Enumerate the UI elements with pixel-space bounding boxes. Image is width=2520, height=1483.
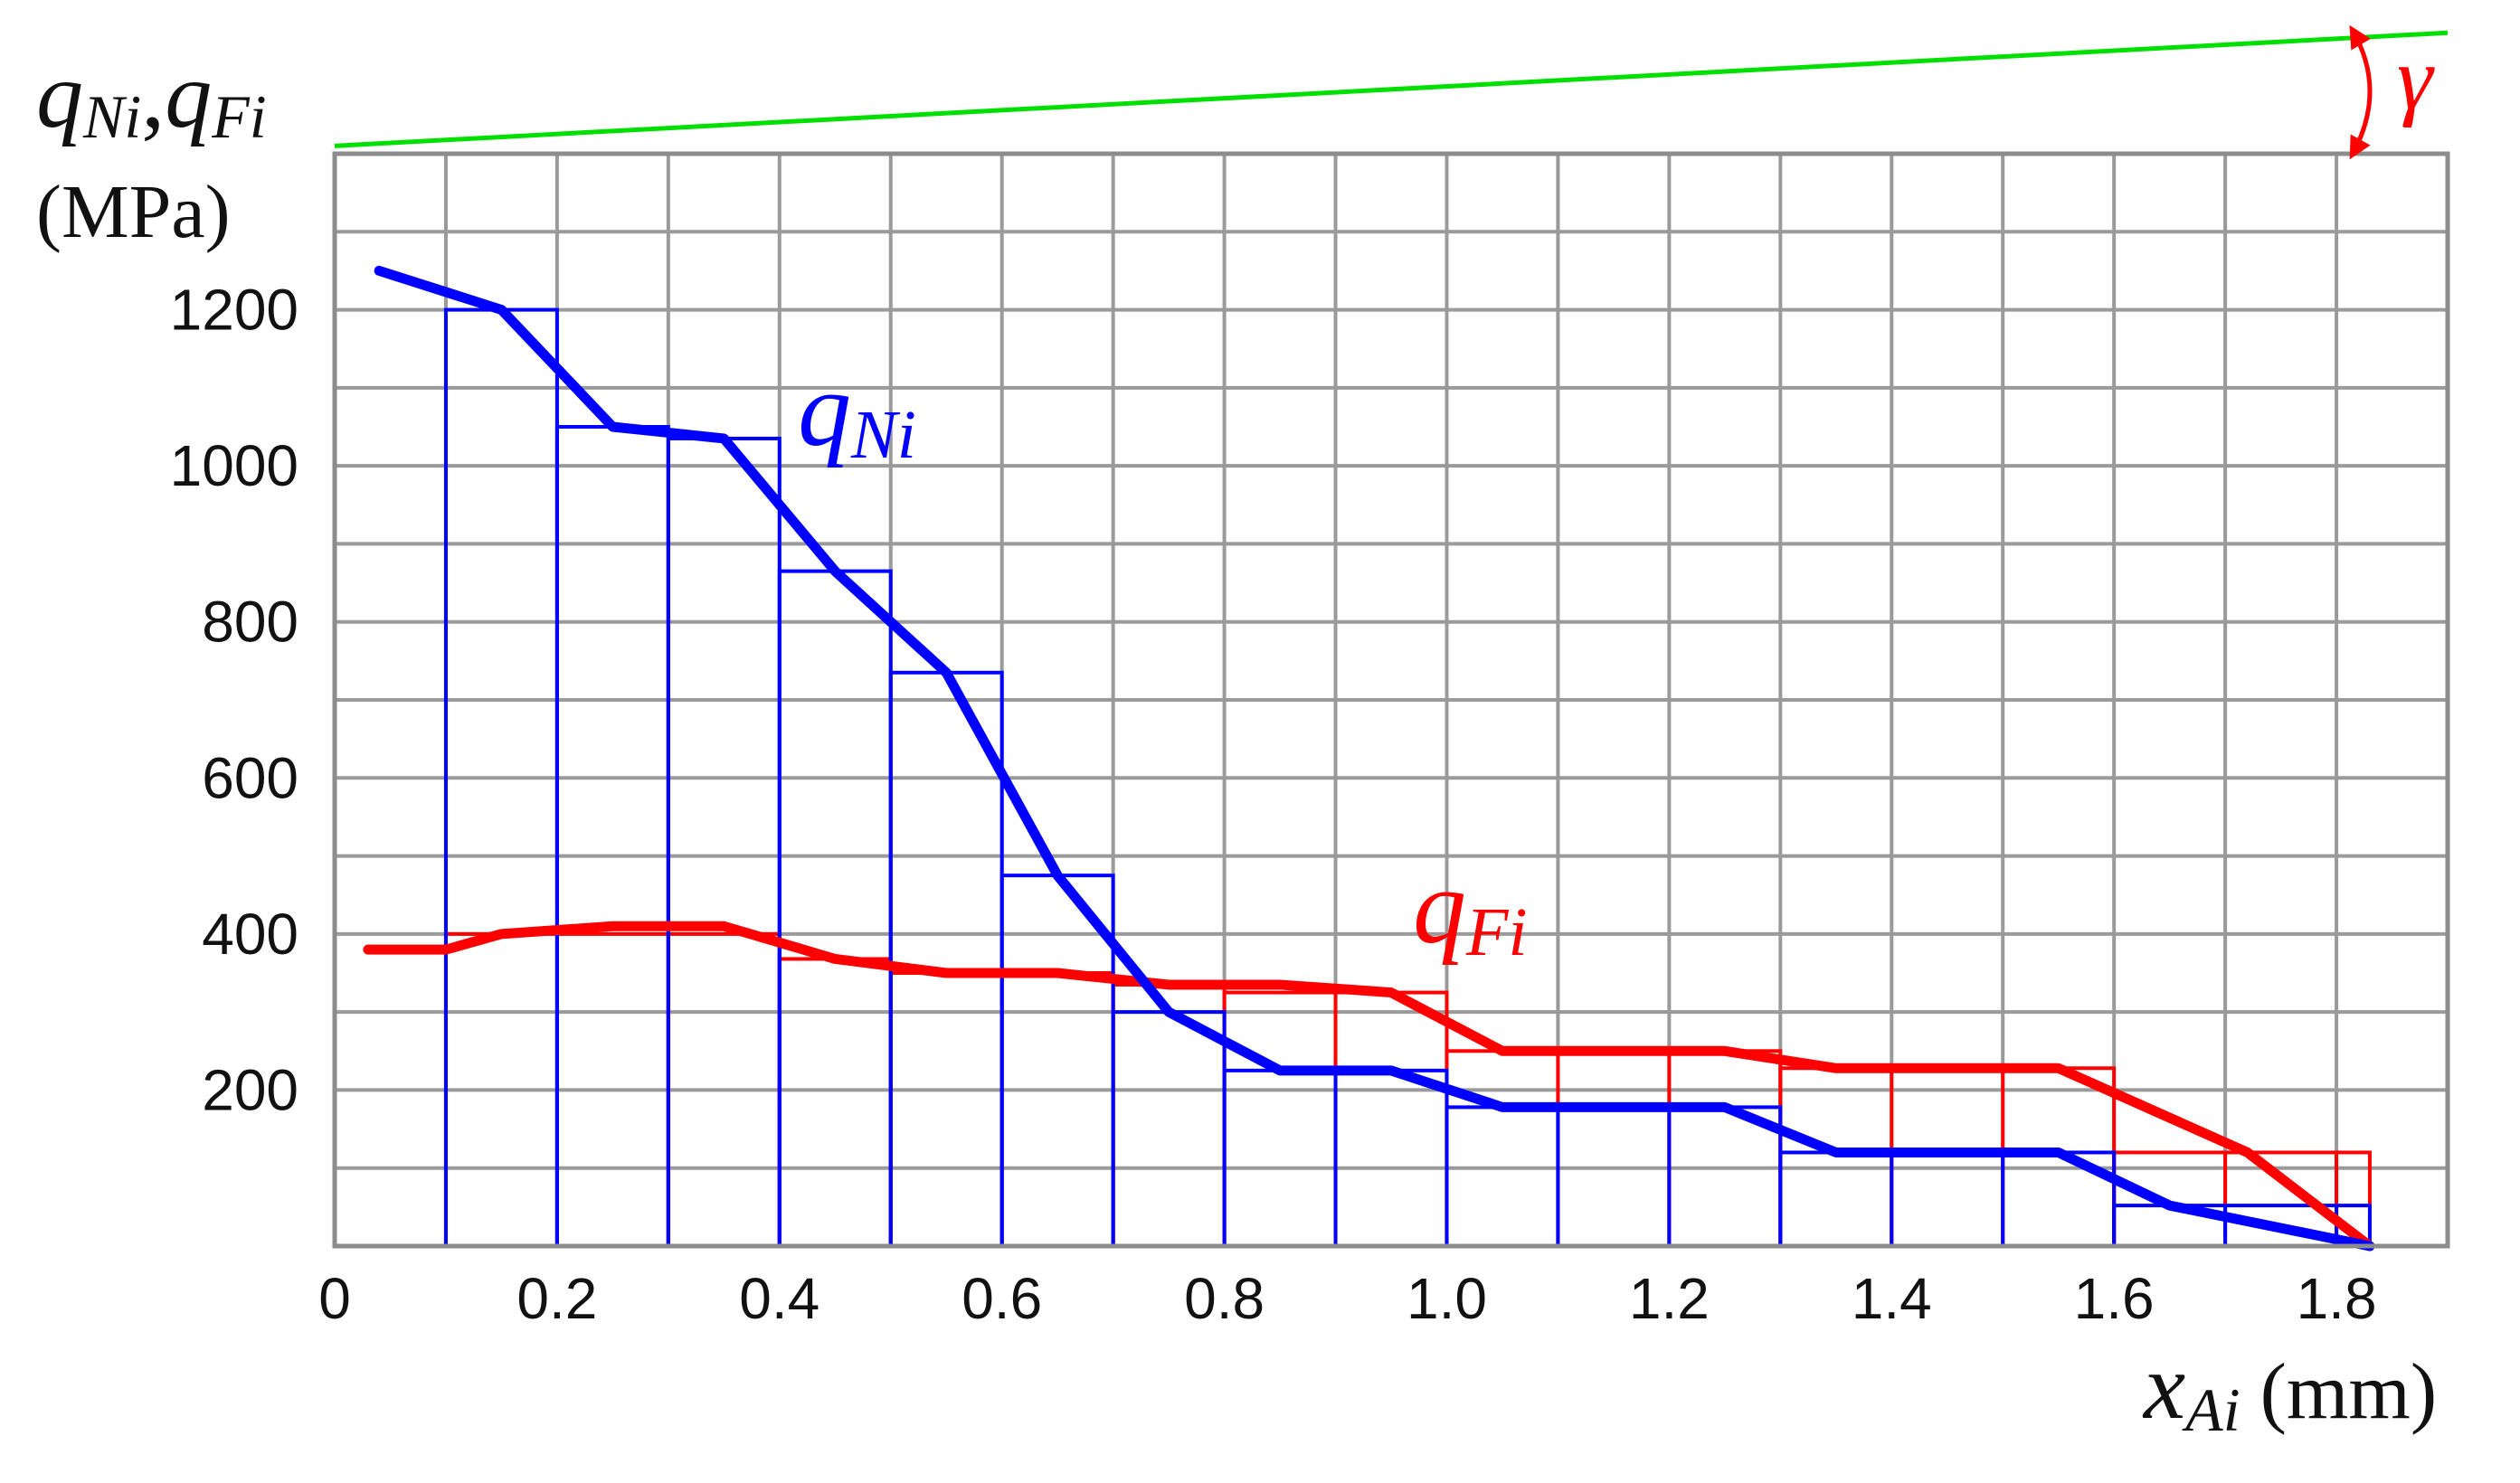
bin-qNi: [554, 425, 670, 1248]
x-tick-label: 0.6: [962, 1266, 1042, 1331]
x-tick-label: 0.4: [739, 1266, 819, 1331]
bin-qNi: [1111, 1010, 1227, 1248]
x-tick-label: 0.2: [516, 1266, 597, 1331]
y-tick-label: 600: [202, 745, 298, 810]
x-tick-label: 0.8: [1184, 1266, 1265, 1331]
bin-qFi: [1445, 1049, 1783, 1249]
series-label-qFi: qFi: [1413, 847, 1528, 970]
bin-qFi: [777, 957, 893, 1249]
x-axis-label: xAi (mm): [2142, 1335, 2437, 1444]
y-tick-label: 1000: [170, 433, 298, 498]
x-tick-label: 1.8: [2297, 1266, 2377, 1331]
grid: [335, 154, 2448, 1246]
gamma-arc: [2349, 24, 2373, 160]
plot-frame: [332, 151, 2450, 1249]
y-tick-label: 400: [202, 902, 298, 967]
series-line-qNi: [374, 265, 2375, 1252]
bin-qNi: [777, 569, 893, 1248]
bin-qNi: [1445, 1105, 1783, 1248]
y-axis-unit: (MPa): [36, 170, 231, 254]
bin-qFi: [1111, 982, 1227, 1248]
angle-annotation: [334, 24, 2449, 160]
series-label-qNi: qNi: [798, 350, 916, 473]
x-tick-label: 1.0: [1407, 1266, 1487, 1331]
x-tick-label: 1.2: [1629, 1266, 1710, 1331]
reference-line: [334, 30, 2449, 148]
plot-border: [332, 151, 2450, 1249]
gamma-label: γ: [2397, 28, 2435, 128]
x-tick-label: 1.4: [1852, 1266, 1932, 1331]
y-tick-label: 200: [202, 1057, 298, 1122]
tick-labels: 0 0.2 0.4 0.6 0.8 1.0 1.2 1.4 1.6 1.8 200 400 600 800…: [170, 278, 2377, 1331]
series-lines: [363, 265, 2375, 1252]
x-tick-label: 0: [318, 1266, 351, 1331]
y-axis-label: qNi,qFi: [36, 43, 267, 151]
bin-qNi: [666, 436, 782, 1248]
bin-qNi: [888, 670, 1004, 1248]
y-tick-label: 800: [202, 590, 298, 655]
x-tick-label: 1.6: [2074, 1266, 2155, 1331]
series-line-qFi: [363, 921, 2375, 1252]
y-tick-label: 1200: [170, 278, 298, 343]
